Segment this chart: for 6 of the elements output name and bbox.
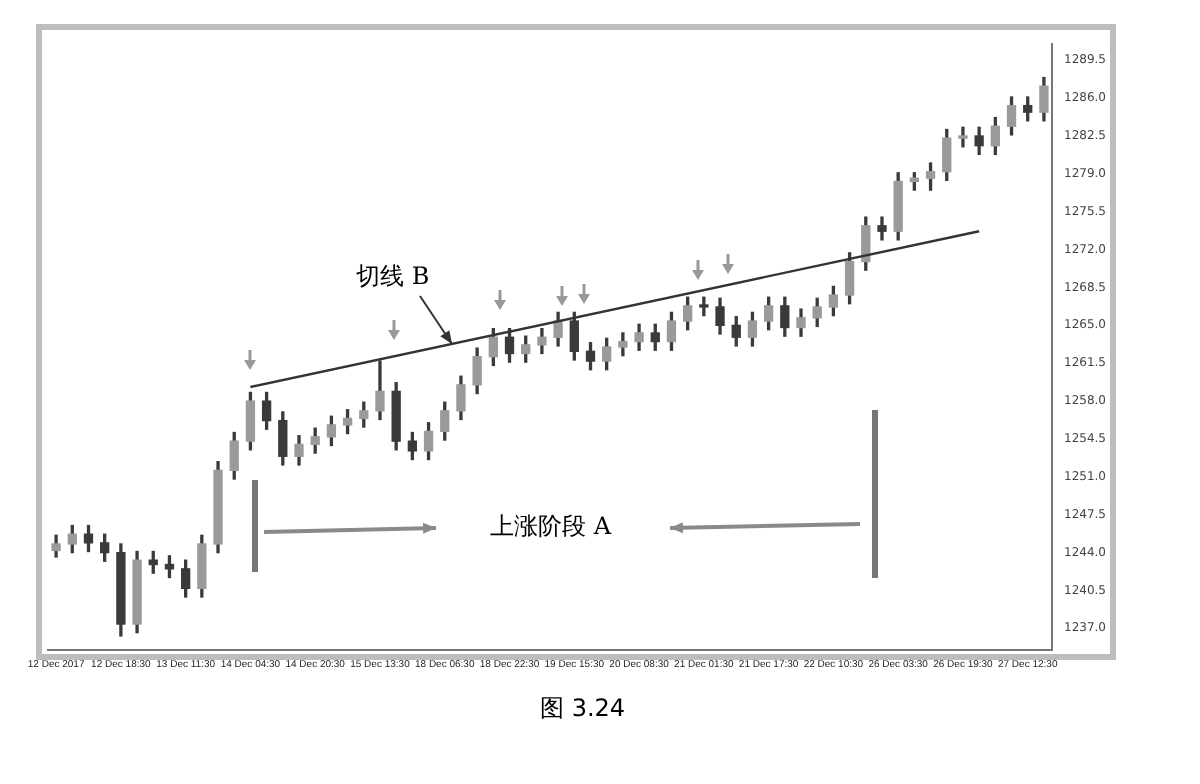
candlestick [877, 216, 887, 241]
candlestick [958, 126, 968, 148]
annotation: 切线 B [356, 260, 430, 294]
candlestick [699, 296, 709, 317]
caption: 图 3.24 [540, 692, 626, 726]
annotation: 上涨阶段 A [490, 510, 611, 544]
